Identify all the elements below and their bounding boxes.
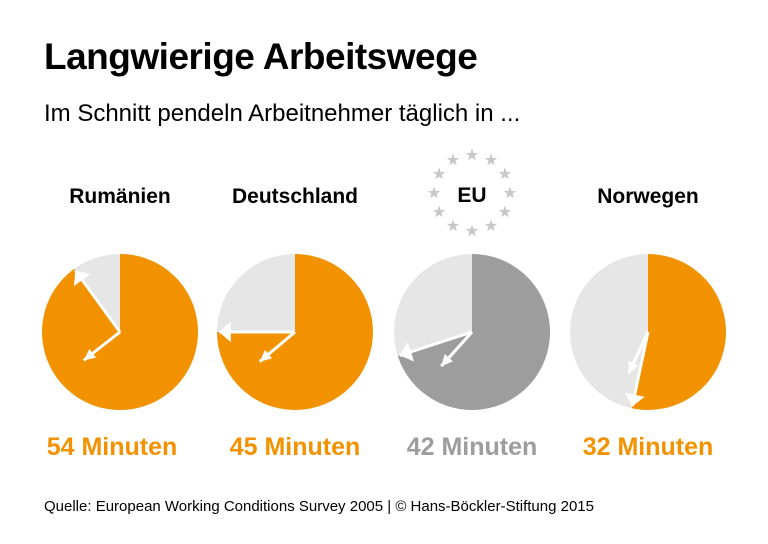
minute-hand (399, 330, 473, 357)
page-title: Langwierige Arbeitswege (44, 36, 478, 77)
eu-star-icon (498, 167, 512, 180)
hour-hand-head (259, 350, 273, 362)
value-label: 54 Minuten (47, 433, 178, 461)
eu-star-icon (427, 186, 441, 199)
value-label: 42 Minuten (407, 433, 538, 461)
eu-star-icon (484, 153, 498, 166)
minute-hand-head (399, 342, 415, 362)
eu-star-icon (446, 219, 460, 232)
eu-star-icon (498, 205, 512, 218)
country-label: Norwegen (597, 185, 699, 208)
minute-hand-head (219, 321, 231, 343)
eu-star-icon (465, 148, 479, 161)
country-label: Rumänien (69, 185, 171, 208)
value-label: 45 Minuten (230, 433, 361, 461)
country-label: EU (457, 184, 486, 207)
country-label: Deutschland (232, 185, 358, 208)
eu-star-icon (503, 186, 517, 199)
value-label: 32 Minuten (583, 433, 714, 461)
hour-hand-head (83, 348, 97, 361)
minute-hand (74, 269, 122, 333)
pie-slice-2 (397, 254, 550, 410)
eu-star-icon (446, 153, 460, 166)
hour-hand-head (441, 354, 453, 367)
eu-star-icon (484, 219, 498, 232)
minute-hand-head (624, 392, 645, 407)
eu-star-icon (432, 205, 446, 218)
hour-hand-head (628, 361, 639, 374)
subtitle: Im Schnitt pendeln Arbeitnehmer täglich … (44, 100, 521, 127)
eu-star-icon (465, 224, 479, 237)
minute-hand-head (74, 270, 91, 287)
source-note: Quelle: European Working Conditions Surv… (44, 498, 594, 515)
minute-hand (630, 331, 650, 407)
pie-slice-3 (631, 254, 727, 411)
eu-star-icon (432, 167, 446, 180)
